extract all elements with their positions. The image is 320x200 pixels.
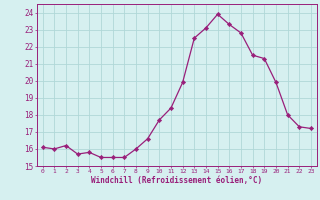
X-axis label: Windchill (Refroidissement éolien,°C): Windchill (Refroidissement éolien,°C) (91, 176, 262, 185)
